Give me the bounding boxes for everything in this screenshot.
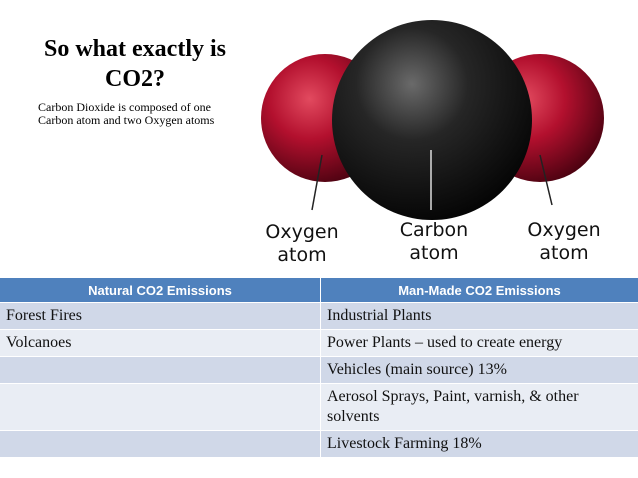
man-made-cell: Aerosol Sprays, Paint, varnish, & other …	[320, 383, 638, 431]
table-row: Livestock Farming 18%	[0, 430, 638, 457]
oxygen-right-label-line-2: atom	[539, 242, 588, 264]
header-natural-emissions: Natural CO2 Emissions	[0, 278, 321, 303]
table-row: Forest Fires Industrial Plants	[0, 302, 638, 330]
table-row: Vehicles (main source) 13%	[0, 356, 638, 384]
co2-molecule-illustration: Oxygen atom Carbon atom Oxygen atom	[261, 20, 604, 266]
natural-cell: Forest Fires	[0, 302, 321, 330]
man-made-cell: Power Plants – used to create energy	[320, 329, 638, 357]
carbon-atom	[332, 20, 532, 220]
natural-cell: Volcanoes	[0, 329, 321, 357]
subtitle-line-2: Carbon atom and two Oxygen atoms	[38, 113, 215, 127]
natural-cell	[0, 383, 321, 431]
natural-cell	[0, 356, 321, 384]
slide-subtitle: Carbon Dioxide is composed of one Carbon…	[38, 101, 248, 127]
pointer-line-right	[539, 154, 553, 206]
table-header-row: Natural CO2 Emissions Man-Made CO2 Emiss…	[0, 278, 638, 303]
carbon-label-line-1: Carbon	[400, 219, 468, 241]
natural-cell	[0, 430, 321, 457]
subtitle-line-1: Carbon Dioxide is composed of one	[38, 100, 211, 114]
title-line-2: CO2?	[105, 66, 165, 92]
man-made-cell: Industrial Plants	[320, 302, 638, 330]
slide-title: So what exactly is CO2?	[20, 34, 250, 94]
table-row: Volcanoes Power Plants – used to create …	[0, 329, 638, 357]
man-made-cell: Vehicles (main source) 13%	[320, 356, 638, 384]
table-row: Aerosol Sprays, Paint, varnish, & other …	[0, 383, 638, 431]
man-made-cell: Livestock Farming 18%	[320, 430, 638, 457]
title-line-1: So what exactly is	[44, 36, 226, 62]
oxygen-left-label-line-1: Oxygen	[265, 221, 338, 243]
oxygen-left-label-line-2: atom	[277, 244, 326, 266]
header-man-made-emissions: Man-Made CO2 Emissions	[320, 278, 638, 303]
emissions-table: Natural CO2 Emissions Man-Made CO2 Emiss…	[0, 278, 638, 457]
oxygen-right-label-line-1: Oxygen	[527, 219, 600, 241]
pointer-line-left	[311, 154, 323, 211]
carbon-label-line-2: atom	[409, 242, 458, 264]
